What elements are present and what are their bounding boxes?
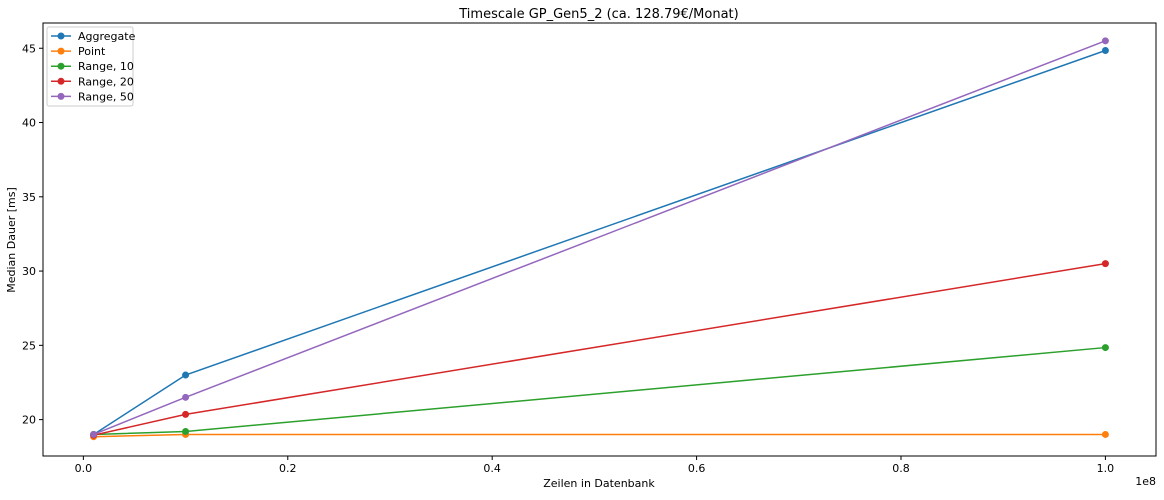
data-point xyxy=(1101,37,1109,45)
legend-item: Range, 20 xyxy=(51,75,134,88)
legend-item: Range, 10 xyxy=(51,60,134,73)
series-range-50 xyxy=(90,37,1109,438)
x-axis-label: Zeilen in Datenbank xyxy=(543,477,655,490)
series-line xyxy=(93,49,1106,436)
y-axis: 20 25 30 35 40 45 xyxy=(22,42,43,427)
x-axis: 0.0 0.2 0.4 0.6 0.8 1.0 xyxy=(75,456,1115,475)
data-point xyxy=(182,410,190,418)
legend-label: Range, 50 xyxy=(78,90,134,103)
legend-marker xyxy=(57,92,65,100)
legend-label: Range, 20 xyxy=(78,75,134,88)
x-tick-label: 0.0 xyxy=(75,462,93,475)
chart-title: Timescale GP_Gen5_2 (ca. 128.79€/Monat) xyxy=(458,7,738,22)
y-tick-label: 30 xyxy=(22,265,36,278)
legend-label: Aggregate xyxy=(78,30,136,43)
legend-marker xyxy=(57,32,65,40)
data-point xyxy=(182,371,190,379)
series-layer xyxy=(90,37,1109,441)
data-point xyxy=(1101,344,1109,352)
legend-label: Point xyxy=(78,45,106,58)
y-tick-label: 25 xyxy=(22,339,36,352)
y-tick-label: 40 xyxy=(22,117,36,130)
legend-marker xyxy=(57,77,65,85)
series-line xyxy=(93,40,1106,436)
x-axis-offset-label: 1e8 xyxy=(1135,475,1156,488)
legend-marker xyxy=(57,62,65,70)
legend-box xyxy=(46,26,134,107)
data-point xyxy=(1101,260,1109,268)
legend-item: Point xyxy=(51,45,106,58)
data-point xyxy=(90,430,98,438)
x-tick-label: 0.4 xyxy=(483,462,501,475)
x-tick-label: 0.8 xyxy=(892,462,910,475)
series-range-20 xyxy=(90,260,1109,439)
series-point xyxy=(90,430,1109,441)
legend-marker xyxy=(57,47,65,55)
series-line xyxy=(93,262,1106,436)
data-point xyxy=(1101,430,1109,438)
y-tick-label: 20 xyxy=(22,414,36,427)
series-range-10 xyxy=(90,344,1109,438)
series-aggregate xyxy=(90,46,1109,438)
x-tick-label: 1.0 xyxy=(1097,462,1115,475)
legend: Aggregate Point Range, 10 Range, 20 Range, 5… xyxy=(46,26,136,107)
y-tick-label: 45 xyxy=(22,42,36,55)
series-line xyxy=(93,433,1106,438)
x-tick-label: 0.6 xyxy=(688,462,706,475)
y-axis-label: Median Dauer [ms] xyxy=(5,187,18,293)
data-point xyxy=(182,427,190,435)
legend-item: Range, 50 xyxy=(51,90,134,103)
data-point xyxy=(1101,46,1109,54)
plot-frame xyxy=(42,22,1157,457)
x-tick-label: 0.2 xyxy=(279,462,297,475)
series-line xyxy=(93,346,1106,436)
data-point xyxy=(182,393,190,401)
legend-label: Range, 10 xyxy=(78,60,134,73)
y-tick-label: 35 xyxy=(22,191,36,204)
legend-item: Aggregate xyxy=(51,30,136,43)
